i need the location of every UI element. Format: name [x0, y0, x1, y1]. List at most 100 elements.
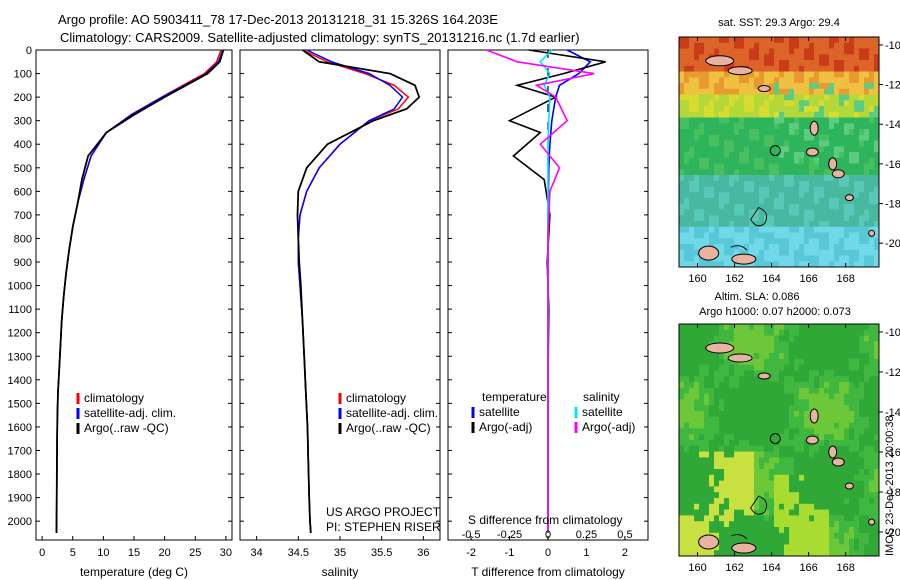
map-cell	[744, 94, 750, 101]
map-cell	[714, 146, 720, 153]
map-cell	[734, 106, 740, 113]
map-cell	[819, 550, 825, 557]
map-cell	[694, 169, 700, 176]
map-cell	[764, 163, 770, 170]
map-cell	[809, 370, 815, 377]
map-cell	[739, 249, 745, 256]
map-cell	[684, 428, 690, 435]
map-cell	[749, 186, 755, 193]
map-cell	[704, 515, 710, 522]
map-cell	[824, 255, 830, 262]
map-cell	[804, 503, 810, 510]
map-cell	[694, 123, 700, 130]
map-cell	[809, 329, 815, 336]
map-cell	[834, 492, 840, 499]
map-cell	[699, 480, 705, 487]
map-cell	[804, 370, 810, 377]
map-cell	[844, 163, 850, 170]
map-cell	[794, 192, 800, 199]
map-cell	[814, 382, 820, 389]
map-cell	[844, 440, 850, 447]
map-cell	[734, 503, 740, 510]
map-cell	[869, 399, 875, 406]
map-cell	[699, 469, 705, 476]
map-cell	[684, 117, 690, 124]
map-cell	[719, 445, 725, 452]
map-cell	[874, 180, 880, 187]
map-cell	[829, 77, 835, 84]
map-cell	[849, 463, 855, 470]
map-cell	[769, 221, 775, 228]
map-cell	[844, 152, 850, 159]
map-cell	[744, 203, 750, 210]
map-cell	[774, 71, 780, 78]
map-cell	[854, 422, 860, 429]
map-cell	[819, 416, 825, 423]
y-tick-label: 0	[26, 45, 32, 57]
map-cell	[854, 48, 860, 55]
map-cell	[764, 434, 770, 441]
map-cell	[749, 157, 755, 164]
map-cell	[734, 238, 740, 245]
map-cell	[734, 111, 740, 118]
map-cell	[754, 169, 760, 176]
map-cell	[829, 469, 835, 476]
map-cell	[744, 335, 750, 342]
map-cell	[764, 146, 770, 153]
map-cell	[764, 521, 770, 528]
map-cell	[704, 198, 710, 205]
map-cell	[684, 364, 690, 371]
map-cell	[844, 474, 850, 481]
map-cell	[819, 215, 825, 222]
map-cell	[739, 163, 745, 170]
reef-outline	[730, 534, 748, 540]
map-cell	[754, 335, 760, 342]
map-cell	[834, 186, 840, 193]
map-cell	[824, 469, 830, 476]
map-cell	[704, 498, 710, 505]
map-cell	[784, 37, 790, 44]
map-cell	[849, 445, 855, 452]
map-cell	[799, 186, 805, 193]
map-cell	[869, 509, 875, 516]
map-cell	[789, 175, 795, 182]
map-cell	[864, 88, 870, 95]
map-cell	[714, 186, 720, 193]
map-cell	[824, 434, 830, 441]
map-cell	[689, 134, 695, 141]
map-cell	[784, 94, 790, 101]
map-cell	[719, 498, 725, 505]
map-cell	[809, 175, 815, 182]
map-cell	[854, 129, 860, 136]
map-cell	[779, 180, 785, 187]
map-cell	[714, 480, 720, 487]
y-tick-label: -16	[885, 159, 900, 171]
map-cell	[814, 527, 820, 534]
map-cell	[774, 416, 780, 423]
map-cell	[749, 94, 755, 101]
map-cell	[679, 440, 685, 447]
map-cell	[864, 445, 870, 452]
map-cell	[869, 209, 875, 216]
map-cell	[809, 324, 815, 331]
map-cell	[729, 509, 735, 516]
map-cell	[844, 515, 850, 522]
map-cell	[779, 364, 785, 371]
map-cell	[724, 358, 730, 365]
land-island	[727, 66, 753, 76]
map-cell	[759, 411, 765, 418]
map-cell	[854, 451, 860, 458]
map-cell	[694, 387, 700, 394]
map-cell	[809, 232, 815, 239]
map-cell	[694, 232, 700, 239]
map-cell	[789, 83, 795, 90]
map-cell	[724, 503, 730, 510]
map-cell	[694, 65, 700, 72]
map-cell	[684, 238, 690, 245]
map-cell	[779, 492, 785, 499]
map-cell	[864, 48, 870, 55]
map-cell	[799, 203, 805, 210]
map-cell	[844, 65, 850, 72]
map-cell	[869, 364, 875, 371]
map-cell	[869, 503, 875, 510]
